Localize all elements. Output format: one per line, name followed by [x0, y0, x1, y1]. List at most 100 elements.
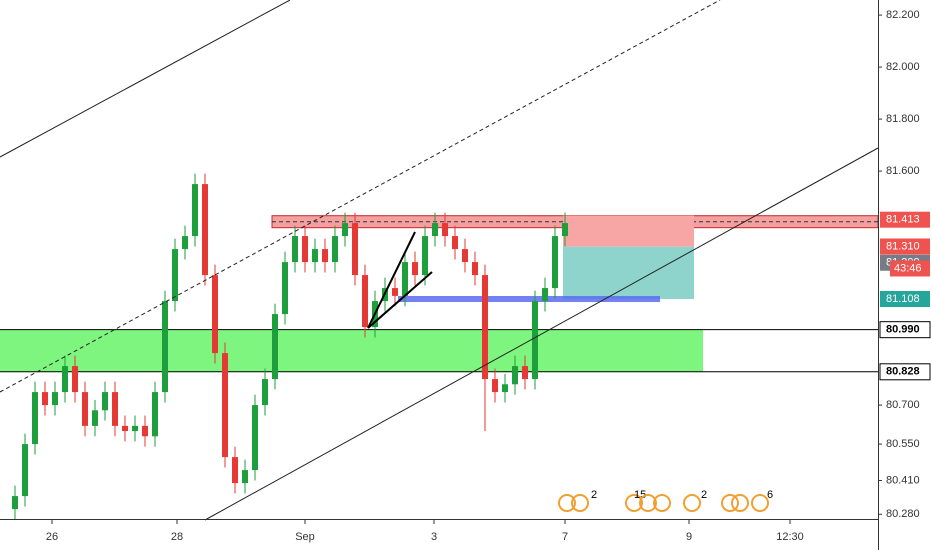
candle-body [22, 444, 28, 497]
candle-body [212, 275, 218, 354]
candle-body [322, 249, 328, 263]
candle-body [512, 366, 518, 385]
candle-body [62, 366, 68, 393]
candle-body [82, 392, 88, 426]
candle-body [412, 262, 418, 276]
event-icon [751, 494, 769, 512]
event-count: 2 [591, 489, 597, 501]
candle-body [102, 392, 108, 411]
candle-body [272, 314, 278, 380]
flag-line [367, 271, 433, 329]
price-label: 81.310 [886, 240, 920, 252]
y-tick-label: 81.600 [886, 165, 920, 177]
candle-body [132, 425, 138, 432]
candle-body [522, 366, 528, 380]
candle-body [122, 425, 128, 432]
candle-body [562, 223, 568, 237]
price-label: 81.413 [886, 214, 920, 226]
event-icon [571, 494, 589, 512]
candle-body [192, 184, 198, 237]
price-label-box [880, 238, 930, 255]
candle-body [532, 301, 538, 380]
candle-body [472, 262, 478, 276]
candle-body [182, 236, 188, 250]
channel-line [0, 0, 291, 158]
candle-body [42, 392, 48, 406]
support-line [398, 296, 660, 302]
candle-body [362, 275, 368, 328]
candle-body [312, 249, 318, 263]
y-tick-label: 82.200 [886, 9, 920, 21]
candle-body [222, 353, 228, 458]
candle-body [252, 405, 258, 471]
price-label-box [879, 363, 931, 381]
demand-zone [0, 329, 703, 372]
event-count: 2 [701, 489, 707, 501]
event-icon [683, 494, 701, 512]
candle-body [462, 249, 468, 263]
y-tick-label: 80.550 [886, 438, 920, 450]
plot [0, 173, 879, 520]
candle-body [202, 184, 208, 276]
x-tick-label: 3 [431, 531, 437, 543]
x-tick-label: 26 [46, 531, 58, 543]
candle-body [282, 262, 288, 315]
price-label-box [880, 291, 930, 307]
x-tick-label: 9 [686, 531, 692, 543]
event-icon [653, 494, 671, 512]
candle-body [292, 236, 298, 263]
event-icon [639, 494, 657, 512]
candle-body [72, 366, 78, 393]
x-tick-label: Sep [295, 531, 315, 543]
candle-body [232, 457, 238, 484]
y-tick-label: 80.280 [886, 508, 920, 520]
y-tick-label: 80.700 [886, 399, 920, 411]
candle-body [452, 236, 458, 250]
x-tick-label: 12:30 [776, 531, 804, 543]
candle-body [332, 236, 338, 263]
price-label: 80.990 [886, 324, 920, 336]
event-icon [721, 494, 739, 512]
y-tick-label: 81.800 [886, 113, 920, 125]
flag-line [367, 231, 416, 329]
x-tick-label: 28 [171, 531, 183, 543]
countdown-box [890, 260, 930, 277]
candle-body [112, 392, 118, 426]
candle-body [352, 223, 358, 276]
candle-body [552, 236, 558, 289]
candle-body [302, 236, 308, 263]
candle-body [32, 392, 38, 445]
candle-body [402, 262, 408, 296]
target-box [563, 246, 694, 299]
candle-body [152, 392, 158, 437]
candle-body [172, 249, 178, 302]
x-tick-label: 7 [562, 531, 568, 543]
stop-box [563, 215, 694, 247]
event-icon [731, 494, 749, 512]
candle-body [442, 223, 448, 237]
event-count: 6 [767, 489, 773, 501]
candle-body [432, 223, 438, 237]
candle-body [492, 379, 498, 393]
countdown: 43:46 [894, 262, 922, 274]
event-icon [625, 494, 643, 512]
candle-body [542, 288, 548, 302]
candle-body [342, 223, 348, 237]
event-icon [558, 494, 576, 512]
candle-body [502, 384, 508, 393]
candle-body [52, 392, 58, 406]
y-tick-label: 80.410 [886, 474, 920, 486]
price-label: 81.108 [886, 293, 920, 305]
channel-line [204, 147, 879, 521]
candle-body [392, 288, 398, 296]
candle-body [162, 301, 168, 393]
candle-body [142, 425, 148, 437]
candle-body [242, 470, 248, 484]
candle-body [262, 379, 268, 406]
candle-body [12, 496, 18, 510]
candle-body [92, 410, 98, 426]
events: 2 15 2 6 [558, 489, 773, 512]
candle-body [422, 236, 428, 276]
channel-mid [0, 0, 721, 393]
